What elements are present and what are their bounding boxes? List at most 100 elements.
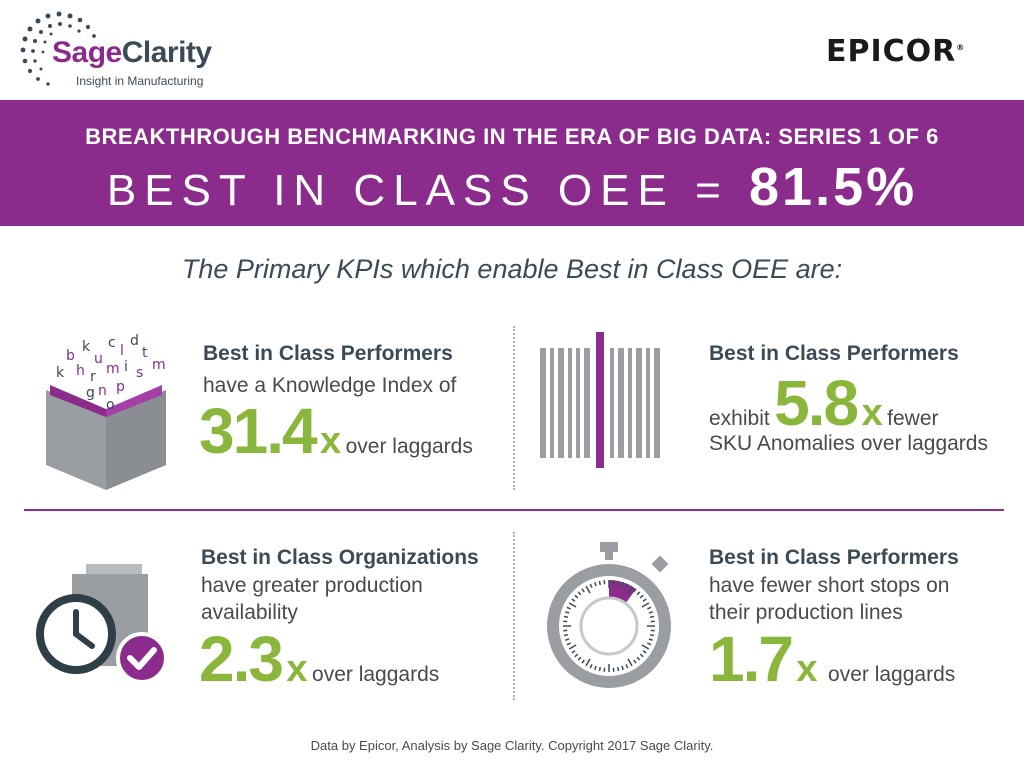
stopwatch-tick	[621, 665, 624, 670]
banner-headline: BEST IN CLASS OEE = 81.5%	[0, 156, 1024, 218]
card2-metric: exhibit 5.8 x fewer	[709, 366, 939, 440]
footer-credit: Data by Epicor, Analysis by Sage Clarity…	[310, 738, 714, 753]
stopwatch-tick	[589, 664, 593, 669]
stopwatch-tick	[566, 606, 571, 610]
svg-text:m: m	[106, 361, 120, 377]
banner-title: BREAKTHROUGH BENCHMARKING IN THE ERA OF …	[85, 124, 939, 149]
card4-line1: have fewer short stops on	[709, 574, 950, 597]
stopwatch-tick	[627, 658, 633, 667]
svg-text:o: o	[106, 397, 115, 413]
svg-text:t: t	[142, 345, 148, 361]
stopwatch-tick	[581, 588, 585, 593]
stopwatch-tick	[625, 583, 629, 588]
stopwatch-tick	[639, 594, 644, 599]
kpi-card-availability: Best in Class Organizations have greater…	[0, 530, 512, 710]
stopwatch-tick	[563, 615, 569, 619]
stopwatch-tick	[563, 633, 569, 637]
svg-text:k: k	[82, 339, 91, 355]
svg-text:c: c	[108, 335, 116, 351]
stopwatch-tick	[577, 591, 582, 596]
title-banner: BREAKTHROUGH BENCHMARKING IN THE ERA OF …	[0, 100, 1024, 226]
card1-x: x	[320, 420, 342, 462]
svg-text:m: m	[152, 357, 166, 373]
vertical-divider-bottom	[513, 532, 515, 700]
card1-line1: have a Knowledge Index of	[203, 374, 457, 397]
card3-suffix: over laggards	[312, 663, 440, 686]
stopwatch-tick	[621, 582, 624, 587]
kpi-card-short-stops: Best in Class Performers have fewer shor…	[512, 530, 1024, 710]
svg-text:g: g	[86, 385, 95, 401]
card4-value: 1.7	[709, 623, 794, 695]
stopwatch-tick	[642, 598, 647, 602]
stopwatch-tick	[636, 656, 641, 661]
dot-swirl-icon	[20, 11, 96, 86]
stopwatch-tick	[633, 659, 637, 664]
stopwatch-tick	[633, 588, 637, 593]
stopwatch-tick	[649, 615, 655, 619]
svg-text:n: n	[98, 383, 107, 399]
card3-line2: availability	[201, 601, 298, 624]
logo-part1: Sage	[52, 36, 122, 69]
card3-title: Best in Class Organizations	[201, 546, 479, 569]
svg-text:i: i	[124, 359, 128, 375]
stopwatch-tick	[565, 611, 570, 614]
logo-tagline: Insight in Manufacturing	[76, 74, 204, 88]
card2-title: Best in Class Performers	[709, 342, 959, 365]
card1-metric: 31.4 x over laggards	[199, 394, 473, 468]
vertical-divider-top	[513, 326, 515, 490]
stopwatch-tick	[594, 582, 597, 587]
stopwatch-tick	[641, 602, 650, 608]
stopwatch-tick	[649, 633, 655, 637]
card4-x: x	[796, 648, 818, 690]
stopwatch-tick	[648, 611, 653, 614]
section-subtitle: The Primary KPIs which enable Best in Cl…	[181, 254, 843, 284]
stopwatch-tick	[616, 666, 620, 672]
stopwatch-tick	[589, 583, 593, 588]
stopwatch-tick	[616, 580, 620, 586]
stopwatch-tick	[647, 642, 652, 646]
logo-part2: Clarity	[121, 36, 212, 69]
clock-check-icon	[36, 564, 168, 684]
stopwatch-tick	[566, 642, 571, 646]
stopwatch-tick	[594, 665, 597, 670]
stopwatch-tick	[565, 638, 570, 641]
card2-value: 5.8	[774, 367, 859, 439]
horizontal-divider	[24, 509, 1004, 511]
card3-metric: 2.3 x over laggards	[199, 622, 439, 696]
card1-suffix: over laggards	[345, 435, 473, 458]
epicor-logo: EPICOR®	[826, 34, 966, 69]
stopwatch-tick	[598, 666, 602, 672]
card4-suffix: over laggards	[828, 663, 956, 686]
card3-value: 2.3	[199, 623, 284, 695]
sageclarity-wordmark: SageClarity	[52, 36, 212, 70]
epicor-wordmark: EPICOR	[826, 34, 957, 69]
svg-text:u: u	[94, 351, 103, 367]
stopwatch-tick	[642, 650, 647, 654]
card2-line2: SKU Anomalies over laggards	[709, 432, 988, 455]
svg-text:l: l	[120, 343, 124, 359]
banner-main-value: 81.5%	[749, 157, 918, 217]
stopwatch-tick	[585, 585, 591, 594]
stopwatch-tick	[571, 650, 576, 654]
card3-x: x	[286, 648, 308, 690]
card3-line1: have greater production	[201, 574, 423, 597]
svg-text:d: d	[130, 333, 139, 349]
stopwatch-icon	[547, 542, 671, 688]
svg-text:k: k	[56, 365, 65, 381]
card4-line2: their production lines	[709, 601, 903, 624]
stopwatch-tick	[647, 606, 652, 610]
svg-text:r: r	[90, 369, 96, 385]
svg-text:p: p	[116, 379, 125, 395]
stopwatch-tick	[585, 658, 591, 667]
stopwatch-tick	[625, 664, 629, 669]
stopwatch-tick	[581, 659, 585, 664]
card1-title: Best in Class Performers	[203, 342, 453, 365]
banner-main-label: BEST IN CLASS OEE =	[106, 166, 729, 215]
stopwatch-tick	[571, 598, 576, 602]
stopwatch-tick	[568, 602, 577, 608]
stopwatch-tick	[574, 653, 579, 658]
card4-title: Best in Class Performers	[709, 546, 959, 569]
svg-text:h: h	[76, 363, 85, 379]
